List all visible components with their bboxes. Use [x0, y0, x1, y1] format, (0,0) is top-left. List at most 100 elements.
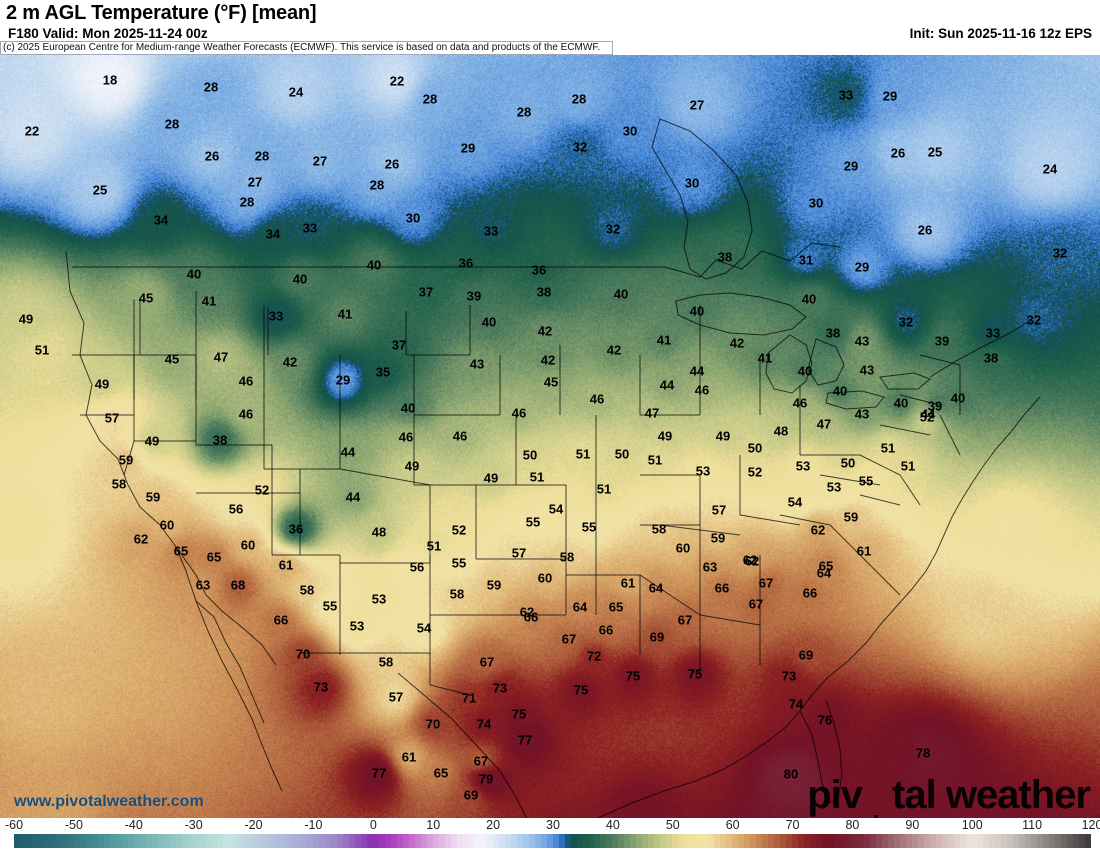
- temperature-label: 26: [890, 145, 906, 161]
- temperature-label: 65: [206, 549, 222, 565]
- temperature-label: 67: [758, 575, 774, 591]
- temperature-label: 40: [832, 383, 848, 399]
- temperature-label: 28: [254, 148, 270, 164]
- colorbar-ticks: -60 -50 -40 -30 -20 -10 0 10 20 30 40 50 60 70 80 90 100…: [0, 818, 1100, 834]
- init-time-label: Init: Sun 2025-11-16 12z EPS: [909, 26, 1092, 41]
- temperature-label: 30: [622, 123, 638, 139]
- temperature-label: 73: [492, 680, 508, 696]
- border-line: [765, 334, 813, 394]
- temperature-label: 29: [460, 140, 476, 156]
- border-line: [397, 672, 528, 818]
- temperature-label: 46: [398, 429, 414, 445]
- temperature-label: 65: [608, 599, 624, 615]
- temperature-label: 30: [808, 195, 824, 211]
- temperature-label: 43: [854, 406, 870, 422]
- temperature-label: 62: [742, 552, 758, 568]
- temperature-label: 40: [797, 363, 813, 379]
- temperature-label: 24: [288, 84, 304, 100]
- temperature-label: 25: [927, 144, 943, 160]
- temperature-label: 44: [920, 406, 936, 422]
- temperature-label: 38: [825, 325, 841, 341]
- temperature-label: 39: [934, 333, 950, 349]
- temperature-map[interactable]: 18 22 24 28 28 26 28 27 27 25 28 34 33 34 22 28 28 28 32 29…: [0, 55, 1100, 818]
- temperature-label: 66: [714, 580, 730, 596]
- temperature-label: 51: [647, 452, 663, 468]
- temperature-label: 27: [247, 174, 263, 190]
- political-borders-layer: [65, 118, 1041, 818]
- border-line: [939, 414, 961, 456]
- temperature-label: 51: [575, 446, 591, 462]
- temperature-label: 46: [238, 406, 254, 422]
- temperature-label: 30: [684, 175, 700, 191]
- temperature-label: 40: [950, 390, 966, 406]
- temperature-label: 38: [983, 350, 999, 366]
- temperature-label: 55: [525, 514, 541, 530]
- temperature-label: 72: [586, 648, 602, 664]
- temperature-label: 40: [801, 291, 817, 307]
- temperature-label: 58: [299, 582, 315, 598]
- temperature-label: 40: [689, 303, 705, 319]
- border-line: [699, 614, 761, 626]
- temperature-label: 51: [596, 481, 612, 497]
- temperature-label: 67: [473, 753, 489, 769]
- temperature-label: 61: [278, 557, 294, 573]
- colorbar[interactable]: -60 -50 -40 -30 -20 -10 0 10 20 30 40 50 60 70 80 90 100…: [0, 818, 1100, 850]
- temperature-label: 77: [371, 765, 387, 781]
- temperature-label: 65: [818, 558, 834, 574]
- temperature-label: 49: [404, 458, 420, 474]
- colorbar-tick: 40: [605, 818, 620, 832]
- colorbar-tick: 50: [665, 818, 680, 832]
- temperature-label: 38: [212, 432, 228, 448]
- temperature-label: 32: [898, 314, 914, 330]
- temperature-label: 29: [854, 259, 870, 275]
- temperature-label: 53: [349, 618, 365, 634]
- border-line: [899, 394, 941, 406]
- temperature-label: 42: [540, 352, 556, 368]
- temperature-label: 32: [572, 139, 588, 155]
- temperature-label: 49: [715, 428, 731, 444]
- temperature-label: 39: [927, 398, 943, 414]
- temperature-label: 43: [854, 333, 870, 349]
- temperature-label: 53: [371, 591, 387, 607]
- temperature-label: 52: [451, 522, 467, 538]
- temperature-label: 39: [466, 288, 482, 304]
- temperature-label: 67: [561, 631, 577, 647]
- colorbar-tick: 110: [1022, 818, 1043, 832]
- temperature-label: 49: [94, 376, 110, 392]
- temperature-label: 27: [689, 97, 705, 113]
- border-line: [175, 546, 283, 792]
- temperature-label: 75: [687, 666, 703, 682]
- temperature-label: 46: [792, 395, 808, 411]
- temperature-label: 47: [644, 405, 660, 421]
- temperature-label: 55: [322, 598, 338, 614]
- temperature-label: 48: [773, 423, 789, 439]
- temperature-label: 52: [919, 409, 935, 425]
- temperature-label: 34: [265, 226, 281, 242]
- border-line: [651, 118, 753, 280]
- temperature-label: 69: [798, 647, 814, 663]
- temperature-label: 60: [537, 570, 553, 586]
- temperature-label: 59: [145, 489, 161, 505]
- watermark-url[interactable]: www.pivotalweather.com: [14, 793, 204, 810]
- temperature-label: 32: [605, 221, 621, 237]
- temperature-label: 28: [516, 104, 532, 120]
- temperature-label: 38: [717, 249, 733, 265]
- temperature-label: 28: [239, 194, 255, 210]
- temperature-label: 42: [537, 323, 553, 339]
- temperature-label: 51: [529, 469, 545, 485]
- temperature-label: 44: [689, 363, 705, 379]
- border-line: [825, 390, 885, 410]
- watermark-brand: piv tal weather: [807, 773, 1091, 818]
- temperature-label: 55: [451, 555, 467, 571]
- temperature-label: 65: [173, 543, 189, 559]
- temperature-label: 57: [388, 689, 404, 705]
- temperature-label: 40: [893, 395, 909, 411]
- border-line: [429, 653, 471, 696]
- border-line: [879, 372, 931, 390]
- temperature-label: 62: [810, 522, 826, 538]
- temperature-label: 63: [195, 577, 211, 593]
- temperature-label: 44: [659, 377, 675, 393]
- temperature-label: 57: [511, 545, 527, 561]
- temperature-label: 67: [748, 596, 764, 612]
